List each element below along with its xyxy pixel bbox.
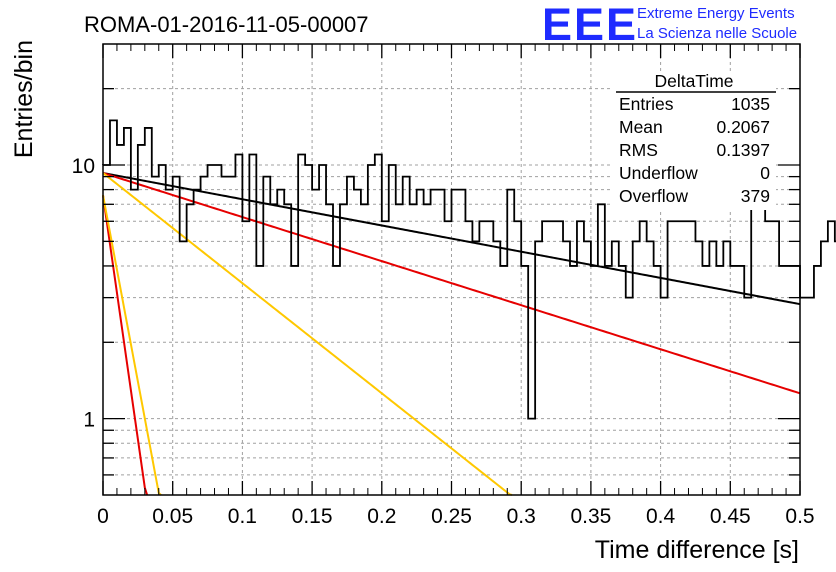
stats-row-label: Mean — [619, 117, 663, 137]
axis-ticks: 0 0.05 0.1 0.15 0.2 0.25 0.3 0.35 0.4 0.45 0.5 1 10 — [72, 44, 815, 528]
logo-line-1: Extreme Energy Events — [637, 5, 795, 22]
stats-box-background — [612, 72, 776, 210]
y-tick-label: 1 — [83, 409, 95, 432]
x-tick-label: 0.05 — [152, 505, 193, 528]
stats-row-label: Entries — [619, 94, 674, 114]
x-tick-label: 0.5 — [785, 505, 814, 528]
stats-row-value: 1035 — [731, 94, 770, 114]
x-tick-label: 0.2 — [367, 505, 396, 528]
x-axis-title: Time difference [s] — [595, 536, 799, 564]
eee-logo: EEE — [542, 0, 638, 50]
x-tick-label: 0.35 — [570, 505, 611, 528]
y-axis-title: Entries/bin — [10, 40, 38, 158]
x-tick-label: 0.3 — [507, 505, 536, 528]
histogram-line — [102, 119, 836, 420]
fit-curves — [102, 172, 801, 496]
x-tick-label: 0.45 — [710, 505, 751, 528]
stats-row-value: 0.2067 — [716, 117, 770, 137]
stats-box-name: DeltaTime — [654, 71, 733, 91]
y-tick-label: 10 — [72, 155, 95, 178]
stats-row-label: Overflow — [619, 186, 688, 206]
fit-curve — [102, 195, 162, 496]
x-tick-label: 0.1 — [228, 505, 257, 528]
stats-row-value: 379 — [741, 186, 770, 206]
x-tick-label: 0.4 — [646, 505, 676, 528]
fit-curve — [102, 195, 149, 496]
stats-box: DeltaTime Entries 1035 Mean 0.2067 RMS 0.1397… — [612, 71, 776, 210]
stats-row-label: Underflow — [619, 163, 698, 183]
stats-row-value: 0.1397 — [716, 140, 770, 160]
fit-curve — [102, 172, 801, 306]
logo-line-2: La Scienza nelle Scuole — [637, 25, 797, 42]
chart-title: ROMA-01-2016-11-05-00007 — [84, 12, 369, 37]
stats-row-label: RMS — [619, 140, 658, 160]
fit-curve — [102, 172, 801, 395]
x-tick-label: 0.25 — [431, 505, 472, 528]
x-tick-label: 0.15 — [292, 505, 333, 528]
fit-curve — [102, 172, 513, 496]
stats-row-value: 0 — [760, 163, 770, 183]
x-tick-label: 0 — [97, 505, 109, 528]
